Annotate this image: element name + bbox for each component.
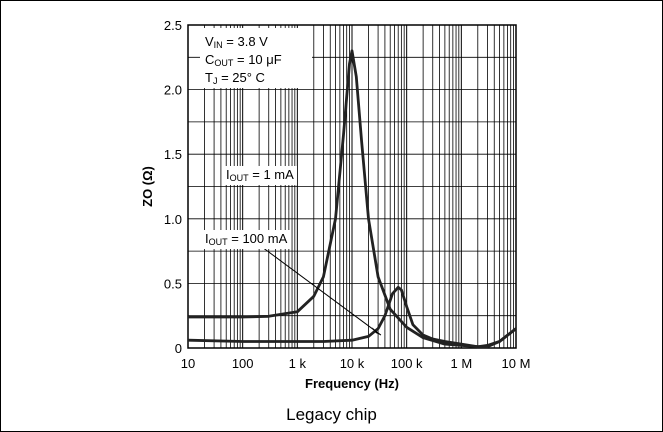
conditions-annotation: VIN = 3.8 V COUT = 10 μF TJ = 25° C — [205, 35, 282, 89]
series-line-1 — [187, 285, 517, 349]
condition-cout: COUT = 10 μF — [205, 52, 282, 68]
y-axis-label: ZO (Ω) — [140, 166, 155, 207]
series-label-1ma: IOUT = 1 mA — [223, 166, 297, 185]
y-tick-label: 2.0 — [164, 83, 182, 98]
y-tick-label: 2.5 — [164, 18, 182, 33]
x-tick-label: 1 M — [450, 356, 472, 371]
y-tick-label: 1.0 — [164, 212, 182, 227]
figure-caption: Legacy chip — [286, 405, 377, 424]
condition-tj: TJ = 25° C — [205, 70, 265, 86]
x-tick-label: 10 k — [340, 356, 365, 371]
x-tick-label: 100 k — [391, 356, 423, 371]
x-axis-label: Frequency (Hz) — [305, 376, 399, 391]
x-tick-label: 10 — [181, 356, 195, 371]
x-tick-label: 1 k — [289, 356, 307, 371]
plot-border — [187, 24, 517, 349]
annotation-arrowhead — [371, 327, 381, 336]
y-tick-label: 1.5 — [164, 147, 182, 162]
series-label-100ma: IOUT = 100 mA — [202, 230, 291, 249]
annotation-arrow — [261, 246, 382, 336]
x-tick-label: 10 M — [502, 356, 531, 371]
condition-vin: VIN = 3.8 V — [205, 34, 268, 50]
conditions-background — [200, 28, 312, 88]
y-tick-label: 0 — [175, 341, 182, 356]
y-tick-label: 0.5 — [164, 276, 182, 291]
x-tick-label: 100 — [232, 356, 254, 371]
